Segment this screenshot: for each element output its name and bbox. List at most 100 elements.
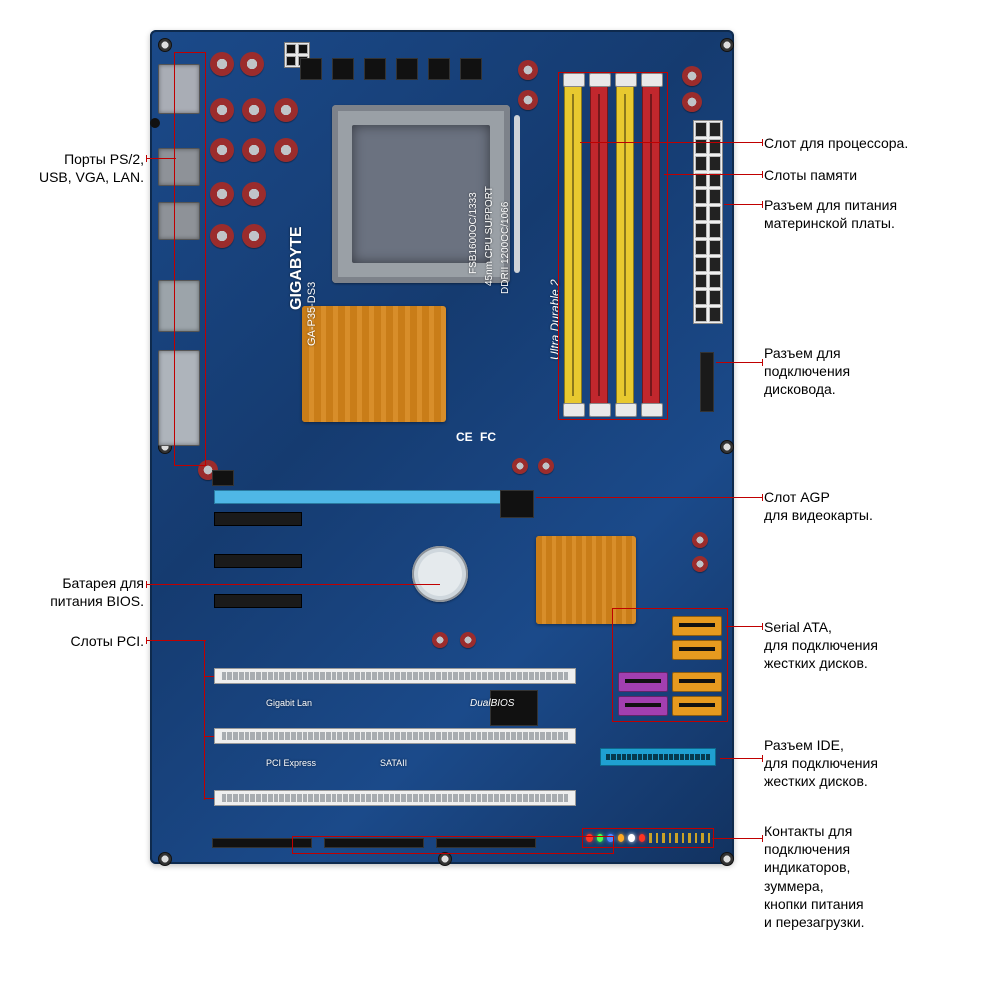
label-floppy: Разъем дляподключениядисковода. [764,344,984,399]
pcie-x1-slot-3 [214,594,302,608]
capacitor [210,98,234,122]
pci-slot-1 [214,668,576,684]
label-line: Разъем IDE, [764,736,984,754]
ic-chip [212,470,234,486]
ide-connector [600,748,716,766]
label-line: Слоты PCI. [14,632,144,650]
fcc-mark: FC [480,430,496,444]
label-line: для подключения [764,754,984,772]
label-line: для видеокарты. [764,506,984,524]
ce-mark: CE [456,430,473,444]
label-line: для подключения [764,636,984,654]
label-line: Разъем для [764,344,984,362]
capacitor [460,632,476,648]
label-line: Слоты памяти [764,166,984,184]
capacitor [274,98,298,122]
pci-branch [204,736,214,737]
capacitor [518,90,538,110]
screw-hole [720,38,734,52]
leader-ports [146,158,176,159]
silk-text: DDRII 1200OC/1066 [500,202,511,294]
label-sata: Serial ATA,для подключенияжестких дисков… [764,618,984,673]
capacitor [692,556,708,572]
leader-front_panel [712,838,762,839]
label-bios_battery: Батарея дляпитания BIOS. [14,574,144,610]
leader-power_conn [724,204,762,205]
leader-ide [720,758,762,759]
highlight-fp-box [582,828,714,848]
label-line: и перезагрузки. [764,913,984,931]
pcie-x1-slot-1 [214,512,302,526]
screw-hole [720,852,734,866]
label-power_conn: Разъем для питанияматеринской платы. [764,196,984,232]
mosfet-chip [364,58,386,80]
pci-slot-2 [214,728,576,744]
label-line: Разъем для питания [764,196,984,214]
pci-slot-3 [214,790,576,806]
capacitor [518,60,538,80]
silk-text: DualBIOS [470,698,514,709]
silk-text: SATAII [380,758,407,768]
label-agp: Слот AGPдля видеокарты. [764,488,984,524]
label-front_panel: Контакты дляподключенияиндикаторов,зумме… [764,822,984,931]
highlight-sata-box [612,608,728,722]
label-line: материнской платы. [764,214,984,232]
silk-text: FSB1600OC/1333 [468,192,479,274]
capacitor [512,458,528,474]
screw-hole [720,440,734,454]
northbridge-heatsink [302,306,446,422]
label-line: кнопки питания [764,895,984,913]
pci-branch [204,798,214,799]
pcie-x1-slot-2 [214,554,302,568]
capacitor [274,138,298,162]
antenna-connector-icon [150,118,160,128]
label-ide: Разъем IDE,для подключенияжестких дисков… [764,736,984,791]
leader-ram_slots [664,174,762,175]
cpu-lever [514,115,520,273]
mosfet-chip [300,58,322,80]
highlight-io-box [174,52,206,466]
highlight-bottom-connectors-box [292,836,614,854]
capacitor [210,224,234,248]
label-line: дисковода. [764,380,984,398]
capacitor [210,52,234,76]
screw-hole [438,852,452,866]
mosfet-chip [460,58,482,80]
label-pci_slots: Слоты PCI. [14,632,144,650]
highlight-ram-box [558,72,668,420]
screw-hole [158,852,172,866]
mosfet-chip [428,58,450,80]
label-line: Контакты для [764,822,984,840]
mosfet-chip [396,58,418,80]
silk-text: Gigabit Lan [266,698,312,708]
leader-agp [536,497,762,498]
floppy-header [700,352,714,412]
ic-chip [500,490,534,518]
label-line: зуммера, [764,877,984,895]
capacitor [210,182,234,206]
screw-hole [158,38,172,52]
label-cpu_slot: Слот для процессора. [764,134,984,152]
label-line: подключения [764,362,984,380]
leader-pci_slots [146,640,206,641]
label-line: USB, VGA, LAN. [14,168,144,186]
highlight-pci-vert [204,640,205,800]
pci-branch [204,676,214,677]
atx-24pin [693,120,723,324]
capacitor [242,138,266,162]
label-line: Слот AGP [764,488,984,506]
capacitor [682,92,702,112]
capacitor [432,632,448,648]
leader-sata [726,626,762,627]
leader-bios_battery [146,584,440,585]
label-line: Слот для процессора. [764,134,984,152]
silk-text: GIGABYTE [288,226,306,310]
capacitor [242,98,266,122]
label-line: Батарея для [14,574,144,592]
leader-cpu_slot [580,142,762,143]
label-ports: Порты PS/2,USB, VGA, LAN. [14,150,144,186]
label-line: подключения [764,840,984,858]
label-line: индикаторов, [764,858,984,876]
mosfet-chip [332,58,354,80]
silk-text: GA-P35-DS3 [306,282,318,346]
